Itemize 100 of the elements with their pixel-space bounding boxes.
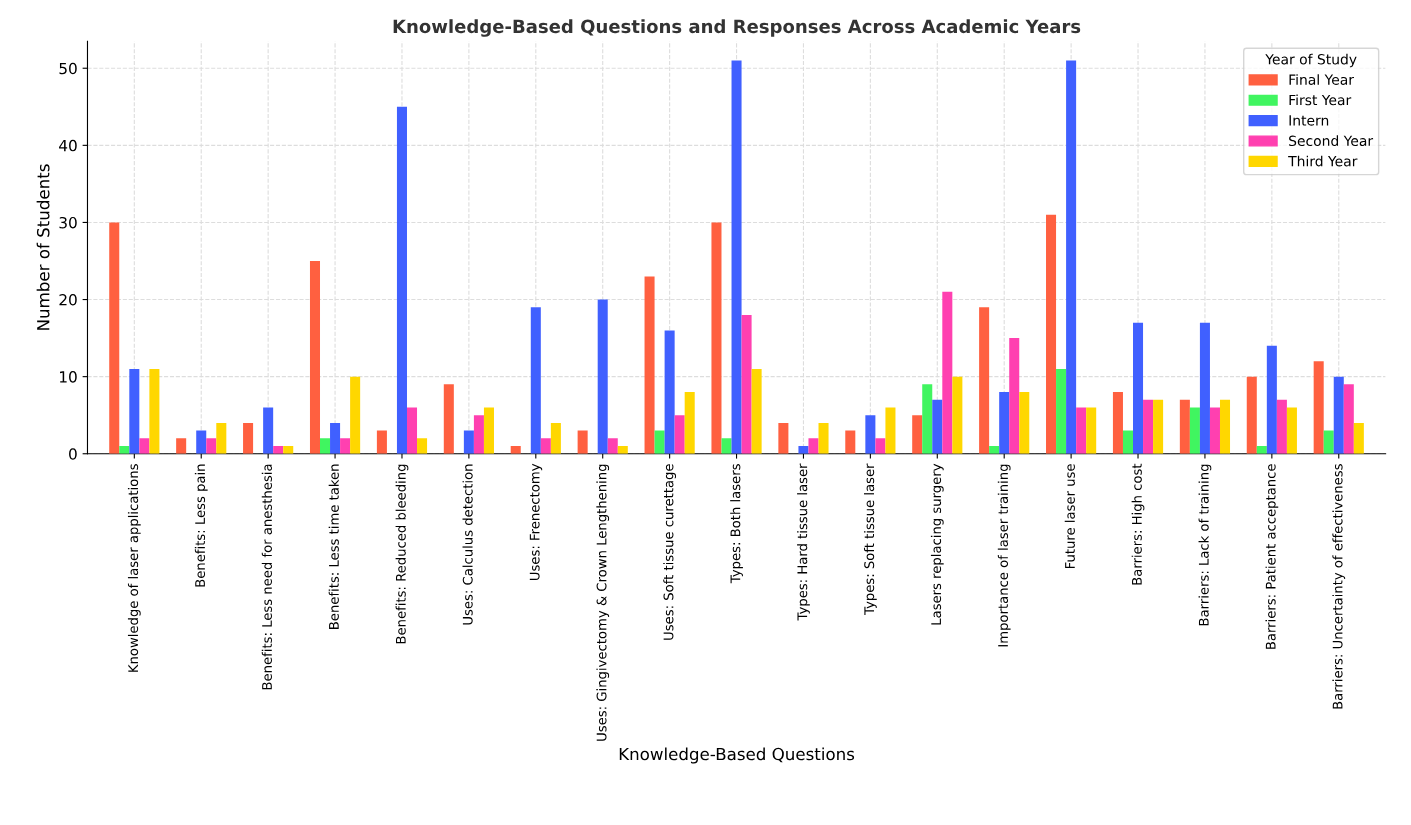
bar [577, 430, 588, 454]
bar [1266, 345, 1277, 454]
bar [1009, 338, 1020, 454]
x-tick-label: Uses: Calculus detection [462, 464, 473, 625]
bar [243, 422, 254, 454]
bar [1076, 407, 1087, 454]
x-tick-label: Barriers: Lack of training [1198, 464, 1212, 626]
bar [1112, 392, 1123, 454]
bar [216, 422, 227, 454]
bar [1189, 407, 1200, 454]
bar [674, 415, 685, 454]
bar [989, 446, 1000, 454]
bar [320, 438, 331, 454]
bar [176, 438, 187, 454]
bar [607, 438, 618, 454]
bar [129, 368, 140, 454]
bar [273, 446, 284, 454]
bar [443, 384, 454, 454]
bar [1086, 407, 1097, 454]
legend-label: Intern [1289, 115, 1329, 126]
bar [309, 260, 321, 454]
y-tick-label: 20 [59, 294, 77, 306]
bar [530, 307, 541, 454]
bar [1199, 322, 1210, 454]
bar [1353, 422, 1364, 454]
x-tick-label: Types: Both lasers [730, 464, 743, 584]
bar [721, 438, 732, 454]
y-axis-title: Number of Students [36, 164, 50, 330]
y-tick-label: 30 [59, 216, 77, 229]
bar [942, 291, 953, 454]
legend-label: Final Year [1289, 74, 1354, 85]
bar [1133, 322, 1144, 454]
bar [196, 430, 207, 454]
bar [396, 106, 407, 454]
bar [932, 399, 943, 454]
bar [684, 392, 695, 454]
legend-label: Second Year [1289, 135, 1374, 147]
bar [912, 415, 923, 454]
bar [1046, 214, 1057, 454]
bar [1179, 399, 1190, 454]
bar [350, 376, 361, 454]
bar [711, 222, 722, 454]
bar [1313, 361, 1324, 454]
bar [1323, 430, 1334, 454]
bar [510, 446, 521, 454]
bar [376, 430, 387, 454]
bar [119, 446, 130, 454]
bar [417, 438, 428, 454]
x-tick-label: Benefits: Less time taken [328, 464, 339, 629]
x-tick-label: Barriers: Uncertainty of effectiveness [1332, 464, 1346, 709]
legend-title: Year of Study [1265, 53, 1357, 68]
bar [263, 407, 274, 454]
x-tick-label: Types: Soft tissue laser [863, 463, 877, 615]
bar [406, 407, 418, 454]
bar [808, 438, 819, 454]
bar [1286, 407, 1297, 454]
bar [644, 276, 655, 454]
bar [731, 60, 742, 454]
x-tick-label: Uses: Frenectomy [529, 463, 543, 581]
bar [798, 446, 809, 454]
x-tick-label: Knowledge of laser applications [127, 464, 141, 672]
bar [1056, 368, 1067, 454]
bar [1143, 399, 1154, 454]
bar [979, 307, 990, 454]
bar [818, 422, 829, 454]
bar [1066, 60, 1077, 454]
bar [1219, 399, 1231, 454]
bar [149, 368, 160, 454]
legend-label: First Year [1289, 94, 1352, 106]
bar [597, 299, 608, 454]
chart-title: Knowledge-Based Questions and Responses Across Academic Years [393, 19, 1081, 37]
bar [664, 330, 675, 454]
bar [1209, 407, 1220, 454]
bar [1019, 392, 1030, 454]
x-tick-label: Benefits: Less need for anesthesia [261, 464, 272, 690]
bar [330, 422, 341, 454]
bar [952, 376, 963, 454]
x-tick-label: Barriers: Patient acceptance [1265, 464, 1279, 649]
bar [1343, 384, 1354, 454]
bar [1256, 446, 1267, 454]
bar [1246, 376, 1257, 454]
bar [550, 422, 561, 454]
bar [1333, 376, 1344, 454]
bar [778, 422, 789, 454]
bar [1276, 399, 1287, 454]
bar [617, 446, 628, 454]
y-tick-label: 10 [60, 371, 77, 383]
x-tick-label: Benefits: Less pain [194, 464, 208, 587]
bar [845, 430, 856, 454]
bar [483, 407, 494, 454]
bar [865, 415, 876, 454]
x-tick-label: Uses: Soft tissue curettage [663, 464, 677, 640]
x-tick-label: Lasers replacing surgery [930, 463, 944, 625]
bar [463, 430, 474, 454]
bar [139, 438, 150, 454]
bar [283, 446, 294, 454]
bar [654, 430, 665, 454]
y-tick-label: 50 [59, 62, 77, 75]
bar [751, 368, 762, 454]
bar [1153, 399, 1164, 454]
